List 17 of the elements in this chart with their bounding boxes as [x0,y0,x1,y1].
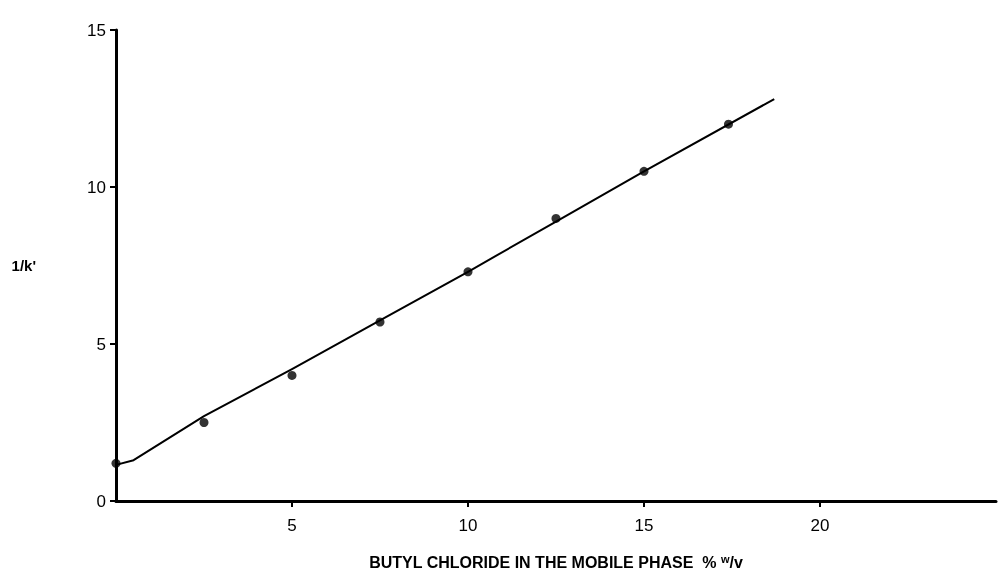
y-tick-label: 15 [87,20,106,40]
point [551,213,561,223]
point [463,267,473,277]
x-tick-label: 20 [810,516,830,535]
point [287,370,297,380]
point [199,418,209,427]
x-tick-label: 15 [634,516,654,535]
y-axis-title: 1/k' [11,257,36,274]
point [375,317,385,327]
x-tick-label: 5 [287,516,297,535]
point [639,166,649,176]
point [723,119,733,129]
y-tick-label: 10 [87,177,106,197]
point [111,458,121,468]
y-tick-label: 5 [96,334,106,354]
x-tick-label: 10 [458,516,478,535]
y-tick-label: 0 [96,491,106,511]
